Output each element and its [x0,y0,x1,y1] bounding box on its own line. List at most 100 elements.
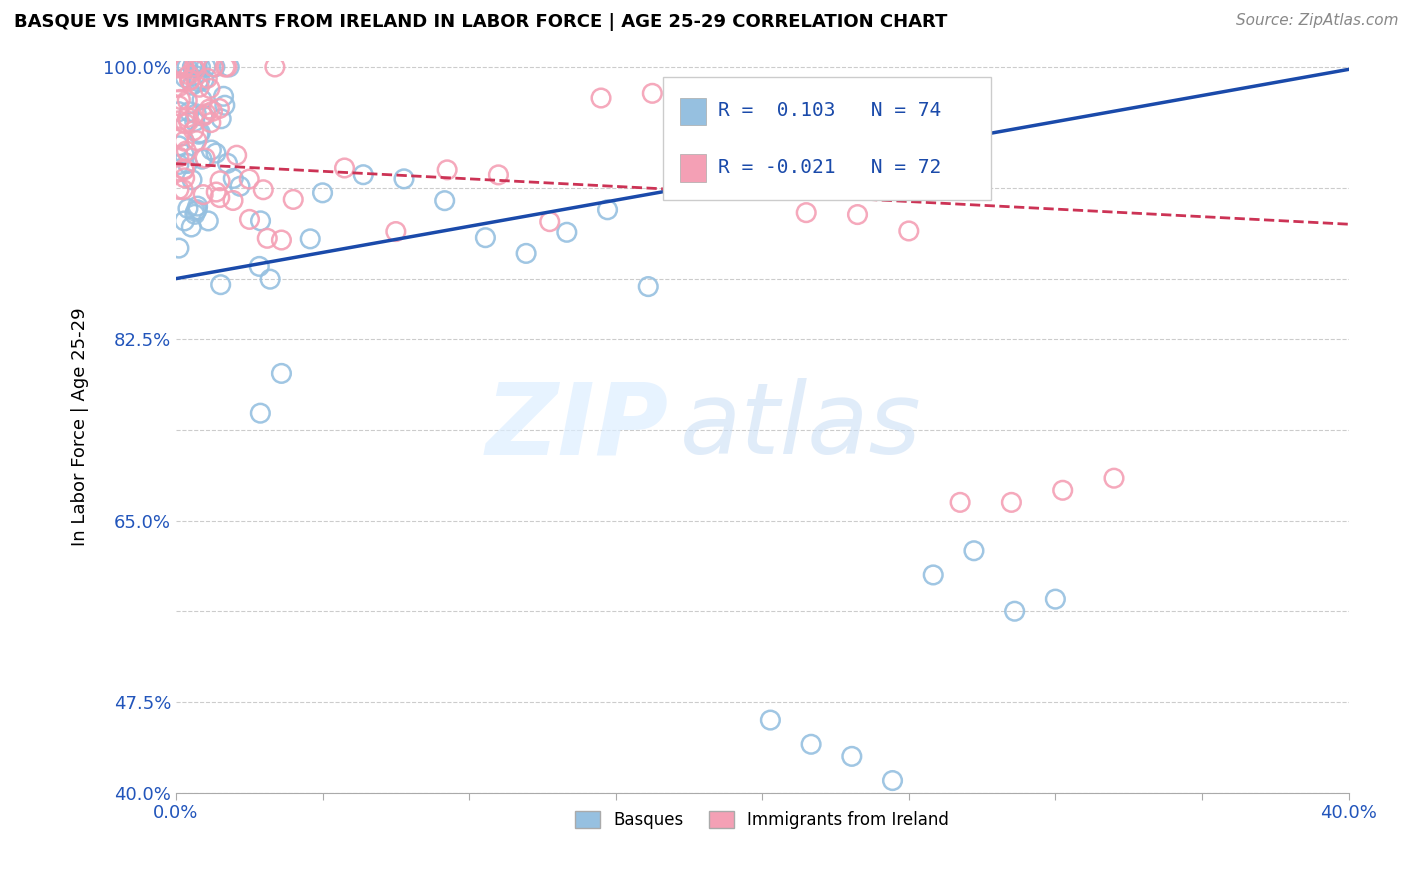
Point [190,60,212,74]
Point [173,163,195,178]
Point [190,126,212,140]
Point [173,61,195,75]
Point [247,260,270,274]
Point [744,182,766,196]
Point [299,232,322,246]
Point [270,233,292,247]
Text: atlas: atlas [681,378,922,475]
Point [1045,592,1067,607]
Point [188,80,211,95]
FancyBboxPatch shape [662,77,991,200]
Point [205,185,228,199]
Point [176,94,198,108]
Point [167,79,190,94]
Point [217,156,239,170]
Point [200,115,222,129]
Point [173,147,195,161]
Point [311,186,333,200]
Point [186,134,208,148]
Point [167,60,190,74]
Point [191,93,214,107]
Point [208,190,231,204]
Point [1004,604,1026,618]
Point [249,214,271,228]
Point [170,60,193,74]
Point [177,114,200,128]
Point [176,60,198,74]
Point [179,73,201,87]
Point [173,170,195,185]
Point [177,68,200,82]
Point [222,194,245,208]
Point [181,173,204,187]
Point [238,172,260,186]
Point [515,246,537,260]
Point [1052,483,1074,498]
Point [204,60,226,74]
Y-axis label: In Labor Force | Age 25-29: In Labor Force | Age 25-29 [72,308,89,546]
Point [1000,495,1022,509]
Point [173,161,195,176]
Point [181,78,204,93]
Point [174,70,197,85]
Point [794,205,817,219]
Point [589,91,612,105]
Legend: Basques, Immigrants from Ireland: Basques, Immigrants from Ireland [568,804,956,836]
Point [187,199,209,213]
Point [225,148,247,162]
Point [214,60,236,74]
Point [193,187,215,202]
Point [169,92,191,106]
Point [167,60,190,74]
Point [173,60,195,74]
Point [167,138,190,153]
Point [488,168,510,182]
Point [179,73,201,87]
Point [167,130,190,145]
Point [538,214,561,228]
Point [176,111,198,125]
Point [187,127,209,141]
Bar [681,153,706,182]
Point [270,367,292,381]
Point [555,225,578,239]
Point [173,134,195,148]
Point [172,60,194,74]
Text: R = -0.021   N = 72: R = -0.021 N = 72 [717,158,941,177]
Point [179,104,201,119]
Point [186,202,208,217]
Point [193,72,215,87]
Point [167,150,190,164]
Point [678,122,700,136]
Point [209,112,232,126]
Point [474,230,496,244]
Point [167,113,190,128]
Point [167,104,190,119]
Point [433,194,456,208]
Point [229,179,252,194]
Point [200,143,222,157]
Point [176,144,198,158]
Point [264,60,287,74]
Point [194,151,217,165]
Point [641,87,664,101]
Point [922,568,945,582]
Bar [681,97,706,125]
Point [218,60,240,74]
Point [181,60,204,74]
Point [209,174,232,188]
Point [202,60,225,74]
Point [692,127,714,141]
Text: BASQUE VS IMMIGRANTS FROM IRELAND IN LABOR FORCE | AGE 25-29 CORRELATION CHART: BASQUE VS IMMIGRANTS FROM IRELAND IN LAB… [14,13,948,31]
Point [949,495,972,509]
Point [222,171,245,186]
Point [208,102,231,116]
Point [963,543,986,558]
Point [193,108,215,122]
Point [177,202,200,216]
Point [392,172,415,186]
Point [333,161,356,175]
Point [256,231,278,245]
Point [249,406,271,420]
Point [841,749,863,764]
